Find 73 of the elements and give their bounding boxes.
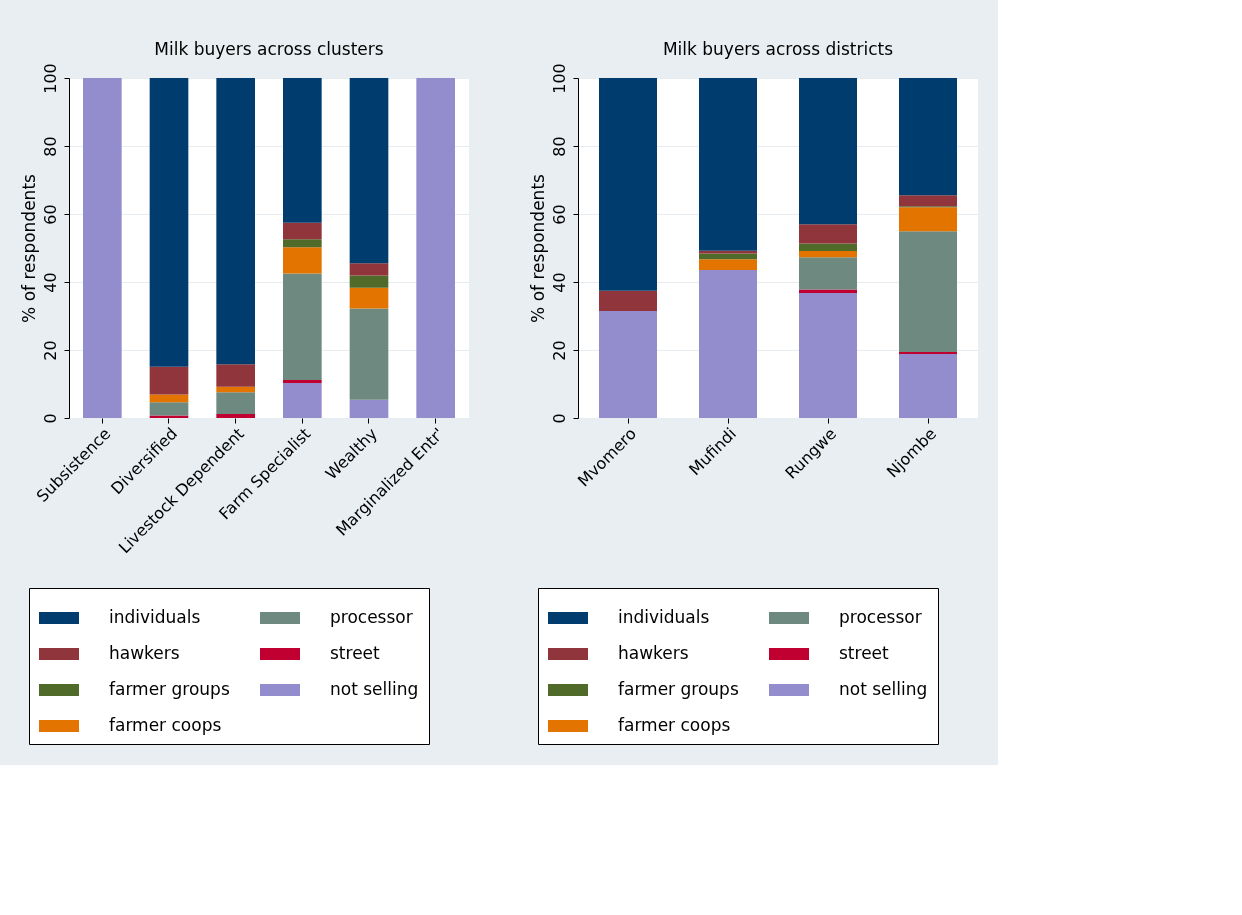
legend-label: individuals xyxy=(618,607,710,627)
bar xyxy=(216,413,255,418)
bar xyxy=(283,379,322,383)
bar xyxy=(349,287,389,309)
bar xyxy=(149,366,189,395)
legend-label: hawkers xyxy=(618,643,689,663)
bar xyxy=(349,308,389,400)
y-axis-title: % of respondents xyxy=(527,173,548,323)
y-tick-label: 40 xyxy=(549,272,569,293)
legend-label: farmer coops xyxy=(109,715,222,735)
bar xyxy=(216,364,255,387)
bar xyxy=(149,78,189,367)
bar xyxy=(699,253,757,260)
bar xyxy=(349,275,389,288)
legend-label: processor xyxy=(839,607,922,627)
bar xyxy=(799,78,857,225)
bar xyxy=(216,392,255,414)
y-tick-label: 0 xyxy=(40,413,60,424)
y-tick-label: 20 xyxy=(549,340,569,361)
legend-label: individuals xyxy=(109,607,201,627)
legend-label: farmer groups xyxy=(618,679,739,699)
bar xyxy=(349,263,389,276)
bar xyxy=(599,290,657,311)
bar xyxy=(699,78,757,251)
y-tick-label: 20 xyxy=(40,340,60,361)
legend-label: processor xyxy=(330,607,413,627)
bar xyxy=(416,78,455,418)
bar xyxy=(349,78,389,264)
chart-title: Milk buyers across districts xyxy=(662,38,894,59)
legend-label: not selling xyxy=(839,679,928,699)
chart-title: Milk buyers across clusters xyxy=(154,38,384,59)
bar xyxy=(799,292,857,418)
bar xyxy=(599,310,657,418)
bar xyxy=(149,402,189,416)
y-tick-label: 40 xyxy=(40,272,60,293)
bar xyxy=(899,78,957,196)
legend-label: street xyxy=(330,643,381,663)
legend-label: farmer groups xyxy=(109,679,230,699)
y-tick-label: 60 xyxy=(549,204,569,225)
y-axis-title: % of respondents xyxy=(18,173,39,323)
y-tick-label: 100 xyxy=(549,63,569,94)
bar xyxy=(899,195,957,207)
bar xyxy=(699,270,757,418)
bar xyxy=(83,78,122,418)
bar xyxy=(283,239,322,248)
bar xyxy=(799,289,857,293)
bar xyxy=(283,273,322,380)
bar xyxy=(899,231,957,353)
bar xyxy=(283,247,322,274)
y-tick-label: 0 xyxy=(549,413,569,424)
legend-label: hawkers xyxy=(109,643,180,663)
bar xyxy=(799,243,857,252)
bar xyxy=(899,354,957,418)
legend-label: farmer coops xyxy=(618,715,731,735)
y-tick-label: 80 xyxy=(549,136,569,157)
legend-label: street xyxy=(839,643,890,663)
y-tick-label: 100 xyxy=(40,63,60,94)
y-tick-label: 60 xyxy=(40,204,60,225)
bar xyxy=(799,257,857,290)
bar xyxy=(899,207,957,232)
bar xyxy=(283,382,322,418)
bar xyxy=(283,78,322,223)
y-tick-label: 80 xyxy=(40,136,60,157)
legend-label: not selling xyxy=(330,679,419,699)
bar xyxy=(799,251,857,258)
bar xyxy=(699,259,757,271)
bar xyxy=(349,399,389,418)
bar xyxy=(216,386,255,393)
bar xyxy=(899,352,957,355)
bar xyxy=(799,224,857,244)
bar xyxy=(283,222,322,240)
bar xyxy=(599,78,657,291)
bar xyxy=(216,78,255,365)
